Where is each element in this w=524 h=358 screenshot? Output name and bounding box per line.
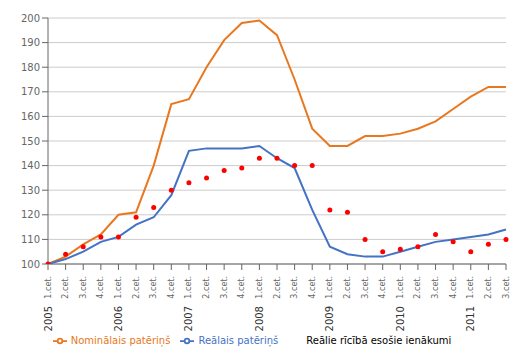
- svg-text:190: 190: [21, 37, 40, 48]
- svg-text:2009: 2009: [324, 306, 335, 331]
- svg-text:4.cet.: 4.cet.: [237, 276, 246, 299]
- svg-text:4.cet.: 4.cet.: [449, 276, 458, 299]
- svg-text:2007: 2007: [183, 306, 194, 331]
- html-text:Nominālais patēriņš: Nominālais patēriņš: [70, 335, 171, 346]
- svg-text:3.cet.: 3.cet.: [79, 276, 88, 299]
- svg-text:160: 160: [21, 111, 40, 122]
- svg-text:170: 170: [21, 86, 40, 97]
- svg-text:2.cet.: 2.cet.: [413, 276, 422, 299]
- svg-text:1.cet.: 1.cet.: [325, 276, 334, 299]
- html-text:Reālais patēriņš: Reālais patēriņš: [198, 335, 279, 346]
- svg-text:130: 130: [21, 185, 40, 196]
- svg-text:4.cet.: 4.cet.: [167, 276, 176, 299]
- svg-text:1.cet.: 1.cet.: [255, 276, 264, 299]
- svg-text:2.cet.: 2.cet.: [61, 276, 70, 299]
- svg-text:3.cet.: 3.cet.: [149, 276, 158, 299]
- html-text:Reālie rīcībā esošie ienākumi: Reālie rīcībā esošie ienākumi: [306, 335, 452, 346]
- svg-text:2.cet.: 2.cet.: [202, 276, 211, 299]
- svg-text:2005: 2005: [43, 306, 54, 331]
- svg-text:100: 100: [21, 259, 40, 270]
- svg-text:1.cet.: 1.cet.: [184, 276, 193, 299]
- svg-text:180: 180: [21, 62, 40, 73]
- svg-text:4.cet.: 4.cet.: [378, 276, 387, 299]
- svg-text:1.cet.: 1.cet.: [44, 276, 53, 299]
- svg-text:3.cet.: 3.cet.: [431, 276, 440, 299]
- svg-text:120: 120: [21, 209, 40, 220]
- svg-text:1.cet.: 1.cet.: [396, 276, 405, 299]
- svg-text:4.cet.: 4.cet.: [96, 276, 105, 299]
- svg-text:1.cet.: 1.cet.: [114, 276, 123, 299]
- svg-text:3.cet.: 3.cet.: [220, 276, 229, 299]
- svg-text:1.cet.: 1.cet.: [466, 276, 475, 299]
- svg-text:2.cet.: 2.cet.: [273, 276, 282, 299]
- svg-text:2.cet.: 2.cet.: [484, 276, 493, 299]
- svg-text:3.cet.: 3.cet.: [502, 276, 511, 299]
- svg-text:3.cet.: 3.cet.: [290, 276, 299, 299]
- svg-text:2011: 2011: [465, 306, 476, 331]
- svg-text:2008: 2008: [254, 306, 265, 331]
- svg-text:4.cet.: 4.cet.: [308, 276, 317, 299]
- svg-text:2010: 2010: [395, 306, 406, 331]
- svg-text:2.cet.: 2.cet.: [132, 276, 141, 299]
- svg-text:110: 110: [21, 234, 40, 245]
- svg-text:140: 140: [21, 160, 40, 171]
- svg-text:3.cet.: 3.cet.: [361, 276, 370, 299]
- svg-text:2.cet.: 2.cet.: [343, 276, 352, 299]
- svg-text:2006: 2006: [113, 306, 124, 331]
- svg-text:200: 200: [21, 13, 40, 24]
- svg-text:150: 150: [21, 136, 40, 147]
